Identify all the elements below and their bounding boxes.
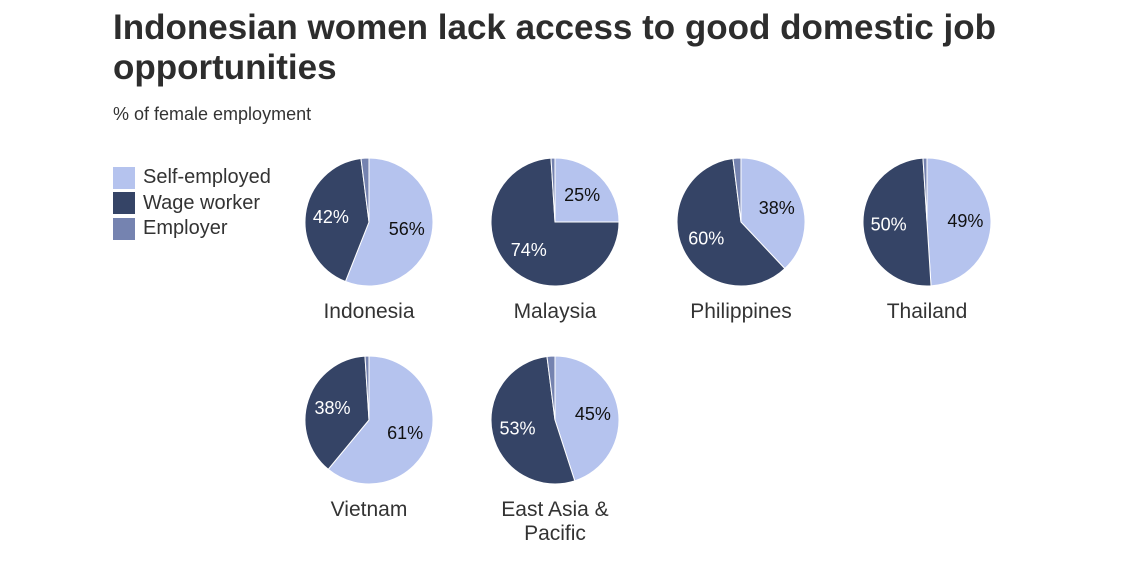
pie-slice-employer bbox=[364, 355, 370, 421]
pie-value-label: 45% bbox=[575, 404, 611, 424]
legend-item-self-employed: Self-employed bbox=[113, 165, 271, 191]
pie-slice-employer bbox=[550, 157, 556, 223]
pie-value-label: 60% bbox=[688, 228, 724, 248]
legend-swatch-wage-worker bbox=[113, 192, 135, 215]
pie-value-label: 38% bbox=[314, 398, 350, 418]
legend-swatch-employer bbox=[113, 217, 135, 240]
pie-slice-self-employed bbox=[327, 355, 434, 485]
pie-value-label: 50% bbox=[871, 214, 907, 234]
pie-chart: 25% 74% bbox=[490, 157, 620, 287]
pie-chart: 49% 50% bbox=[862, 157, 992, 287]
pie-chart: 45% 53% bbox=[490, 355, 620, 485]
pie-vietnam: 61% 38% Vietnam bbox=[276, 355, 462, 522]
pie-value-label: 25% bbox=[564, 185, 600, 205]
legend: Self-employed Wage worker Employer bbox=[113, 165, 271, 242]
pie-chart: 56% 42% bbox=[304, 157, 434, 287]
legend-label: Self-employed bbox=[143, 166, 271, 189]
pie-value-label: 49% bbox=[947, 211, 983, 231]
pie-slice-wage-worker bbox=[304, 157, 370, 283]
pie-malaysia: 25% 74% Malaysia bbox=[462, 157, 648, 324]
pie-slice-employer bbox=[732, 157, 742, 223]
pie-label: East Asia & Pacific bbox=[501, 498, 609, 545]
pie-label: Thailand bbox=[886, 300, 968, 323]
pie-indonesia: 56% 42% Indonesia bbox=[276, 157, 462, 324]
pie-value-label: 56% bbox=[389, 219, 425, 239]
pie-label: Vietnam bbox=[330, 498, 408, 521]
pie-value-label: 42% bbox=[313, 207, 349, 227]
pie-label: Philippines bbox=[690, 300, 792, 323]
legend-item-employer: Employer bbox=[113, 216, 271, 242]
pie-slice-wage-worker bbox=[490, 157, 620, 287]
pie-slice-employer bbox=[546, 355, 556, 421]
pie-east-asia-pacific: 45% 53% East Asia & Pacific bbox=[462, 355, 648, 546]
pie-thailand: 49% 50% Thailand bbox=[834, 157, 1020, 324]
pie-label: Indonesia bbox=[323, 300, 415, 323]
pie-value-label: 74% bbox=[511, 240, 547, 260]
pie-slice-wage-worker bbox=[490, 355, 576, 485]
pie-slice-self-employed bbox=[554, 157, 620, 223]
pie-slice-self-employed bbox=[926, 157, 992, 287]
pie-slice-self-employed bbox=[344, 157, 434, 287]
pie-chart: 61% 38% bbox=[304, 355, 434, 485]
legend-swatch-self-employed bbox=[113, 166, 135, 189]
pie-slice-wage-worker bbox=[862, 157, 932, 287]
pie-philippines: 38% 60% Philippines bbox=[648, 157, 834, 324]
pie-label: Malaysia bbox=[513, 300, 597, 323]
pie-value-label: 38% bbox=[759, 198, 795, 218]
pie-value-label: 53% bbox=[500, 418, 536, 438]
pie-slice-employer bbox=[360, 157, 370, 223]
pie-slice-self-employed bbox=[554, 355, 620, 482]
pie-slice-self-employed bbox=[740, 157, 806, 270]
chart-subtitle: % of female employment bbox=[113, 104, 312, 124]
legend-item-wage-worker: Wage worker bbox=[113, 191, 271, 217]
chart-title: Indonesian women lack access to good dom… bbox=[113, 8, 996, 87]
legend-label: Employer bbox=[143, 217, 228, 240]
pie-slice-wage-worker bbox=[304, 355, 370, 471]
pie-value-label: 61% bbox=[387, 423, 423, 443]
pie-slice-employer bbox=[922, 157, 928, 223]
pie-slice-wage-worker bbox=[676, 157, 786, 287]
pie-chart: 38% 60% bbox=[676, 157, 806, 287]
legend-label: Wage worker bbox=[143, 191, 261, 214]
